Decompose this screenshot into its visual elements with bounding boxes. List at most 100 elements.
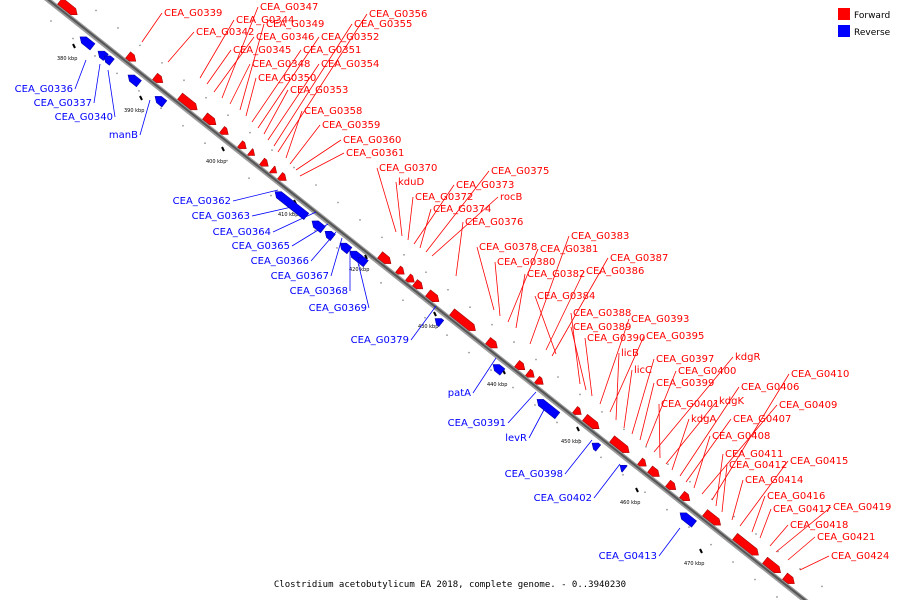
gene-label[interactable]: CEA_G0383 bbox=[571, 231, 629, 242]
gene-label[interactable]: kdgK bbox=[719, 396, 744, 407]
gene-label[interactable]: CEA_G0368 bbox=[290, 286, 348, 297]
gene-arrow[interactable] bbox=[310, 218, 326, 234]
gene-label[interactable]: CEA_G0370 bbox=[379, 163, 437, 174]
gene-label[interactable]: CEA_G0366 bbox=[251, 256, 309, 267]
gene-label[interactable]: CEA_G0378 bbox=[479, 242, 537, 253]
gene-label[interactable]: CEA_G0419 bbox=[833, 502, 891, 513]
gene-label[interactable]: CEA_G0399 bbox=[656, 378, 714, 389]
gene-label[interactable]: CEA_G0359 bbox=[322, 120, 380, 131]
gene-label[interactable]: CEA_G0337 bbox=[34, 98, 92, 109]
gene-label[interactable]: CEA_G0424 bbox=[831, 551, 889, 562]
gene-label[interactable]: CEA_G0418 bbox=[790, 520, 848, 531]
gene-label[interactable]: CEA_G0367 bbox=[271, 271, 329, 282]
gene-label[interactable]: CEA_G0364 bbox=[213, 227, 271, 238]
gene-label[interactable]: CEA_G0360 bbox=[343, 135, 401, 146]
gene-label[interactable]: CEA_G0348 bbox=[252, 59, 310, 70]
gene-label[interactable]: levR bbox=[505, 433, 527, 444]
gene-label[interactable]: CEA_G0390 bbox=[587, 333, 645, 344]
gene-arrow[interactable] bbox=[647, 465, 662, 480]
gene-label[interactable]: CEA_G0344 bbox=[236, 15, 294, 26]
gene-label[interactable]: licB bbox=[621, 348, 639, 359]
gene-arrow[interactable] bbox=[782, 572, 797, 587]
gene-arrow[interactable] bbox=[102, 53, 115, 66]
gene-label[interactable]: CEA_G0372 bbox=[415, 192, 473, 203]
gene-arrow[interactable] bbox=[732, 533, 761, 558]
gene-label[interactable]: CEA_G0356 bbox=[369, 9, 427, 20]
gene-label[interactable]: kdgA bbox=[691, 414, 716, 425]
gene-arrow[interactable] bbox=[412, 279, 426, 292]
gene-arrow[interactable] bbox=[78, 34, 96, 51]
gene-arrow[interactable] bbox=[618, 462, 628, 473]
gene-label[interactable]: CEA_G0379 bbox=[351, 335, 409, 346]
gene-arrow[interactable] bbox=[323, 228, 336, 241]
gene-arrow[interactable] bbox=[377, 251, 394, 267]
gene-arrow[interactable] bbox=[485, 337, 500, 351]
gene-label[interactable]: CEA_G0398 bbox=[505, 469, 563, 480]
gene-label[interactable]: rocB bbox=[500, 192, 523, 203]
gene-arrow[interactable] bbox=[277, 172, 289, 183]
gene-label[interactable]: CEA_G0388 bbox=[573, 308, 631, 319]
gene-arrow[interactable] bbox=[449, 308, 478, 334]
gene-arrow[interactable] bbox=[535, 396, 561, 420]
gene-arrow[interactable] bbox=[679, 490, 693, 503]
gene-label[interactable]: CEA_G0407 bbox=[733, 414, 791, 425]
gene-arrow[interactable] bbox=[702, 509, 724, 529]
gene-label[interactable]: patA bbox=[448, 388, 471, 399]
gene-label[interactable]: CEA_G0375 bbox=[491, 166, 549, 177]
gene-label[interactable]: CEA_G0361 bbox=[346, 148, 404, 159]
gene-label[interactable]: CEA_G0387 bbox=[610, 253, 668, 264]
gene-label[interactable]: CEA_G0349 bbox=[266, 19, 324, 30]
gene-arrow[interactable] bbox=[572, 406, 584, 417]
gene-label[interactable]: CEA_G0417 bbox=[773, 504, 831, 515]
gene-arrow[interactable] bbox=[247, 148, 258, 159]
gene-label[interactable]: licC bbox=[634, 365, 652, 376]
gene-label[interactable]: CEA_G0408 bbox=[712, 431, 770, 442]
gene-label[interactable]: kdgR bbox=[735, 352, 760, 363]
gene-arrow[interactable] bbox=[96, 48, 109, 61]
gene-label[interactable]: CEA_G0395 bbox=[646, 331, 704, 342]
gene-arrow[interactable] bbox=[609, 435, 632, 456]
gene-label[interactable]: CEA_G0412 bbox=[729, 460, 787, 471]
gene-arrow[interactable] bbox=[338, 240, 353, 255]
gene-label[interactable]: CEA_G0362 bbox=[173, 196, 231, 207]
gene-label[interactable]: CEA_G0342 bbox=[196, 27, 254, 38]
gene-label[interactable]: CEA_G0400 bbox=[678, 366, 736, 377]
gene-label[interactable]: CEA_G0369 bbox=[309, 303, 367, 314]
gene-arrow[interactable] bbox=[202, 112, 219, 128]
gene-label[interactable]: CEA_G0409 bbox=[779, 400, 837, 411]
gene-label[interactable]: CEA_G0346 bbox=[256, 32, 314, 43]
gene-label[interactable]: CEA_G0350 bbox=[258, 73, 316, 84]
gene-label[interactable]: CEA_G0355 bbox=[354, 19, 412, 30]
gene-label[interactable]: CEA_G0401 bbox=[661, 399, 719, 410]
gene-label[interactable]: CEA_G0391 bbox=[448, 418, 506, 429]
gene-label[interactable]: CEA_G0363 bbox=[192, 211, 250, 222]
gene-label[interactable]: CEA_G0352 bbox=[321, 32, 379, 43]
gene-label[interactable]: CEA_G0402 bbox=[534, 493, 592, 504]
gene-arrow[interactable] bbox=[582, 414, 602, 431]
gene-label[interactable]: CEA_G0381 bbox=[540, 244, 598, 255]
gene-arrow[interactable] bbox=[405, 273, 417, 285]
gene-arrow[interactable] bbox=[153, 93, 168, 108]
gene-arrow[interactable] bbox=[395, 265, 407, 277]
gene-label[interactable]: CEA_G0339 bbox=[164, 8, 222, 19]
gene-arrow[interactable] bbox=[57, 0, 80, 18]
gene-label[interactable]: CEA_G0393 bbox=[631, 314, 689, 325]
gene-arrow[interactable] bbox=[177, 92, 200, 113]
gene-label[interactable]: CEA_G0410 bbox=[791, 369, 849, 380]
gene-label[interactable]: CEA_G0380 bbox=[497, 257, 555, 268]
gene-arrow[interactable] bbox=[762, 556, 784, 576]
gene-arrow[interactable] bbox=[534, 375, 546, 387]
gene-label[interactable]: CEA_G0373 bbox=[456, 180, 514, 191]
gene-arrow[interactable] bbox=[273, 188, 310, 220]
gene-label[interactable]: CEA_G0397 bbox=[656, 354, 714, 365]
gene-label[interactable]: CEA_G0413 bbox=[599, 551, 657, 562]
gene-arrow[interactable] bbox=[219, 126, 231, 137]
gene-label[interactable]: CEA_G0411 bbox=[725, 449, 783, 460]
gene-label[interactable]: kduD bbox=[398, 177, 424, 188]
gene-arrow[interactable] bbox=[590, 440, 602, 452]
gene-arrow[interactable] bbox=[514, 360, 528, 372]
gene-label[interactable]: CEA_G0415 bbox=[790, 456, 848, 467]
gene-arrow[interactable] bbox=[356, 254, 369, 268]
gene-label[interactable]: CEA_G0414 bbox=[745, 475, 803, 486]
gene-label[interactable]: CEA_G0421 bbox=[817, 532, 875, 543]
